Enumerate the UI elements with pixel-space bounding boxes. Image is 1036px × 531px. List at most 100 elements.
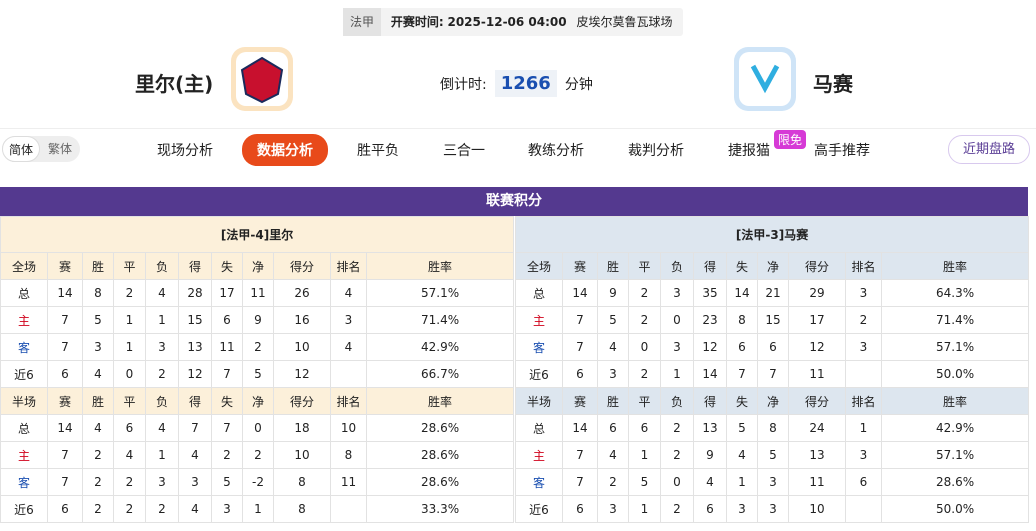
recent-button[interactable]: 近期盘路 xyxy=(948,135,1030,164)
standings-table: [法甲-3]马赛 全场赛胜平负得失净得分 排名 胜率总 14 9 2 3 35 14 21 29 3 64… xyxy=(514,216,1030,523)
cell: 2 xyxy=(597,468,629,496)
column-header: 胜 xyxy=(597,387,629,415)
cell: 8 xyxy=(330,441,367,469)
column-header: 胜率 xyxy=(365,252,515,280)
cell: 28.6% xyxy=(365,468,515,496)
cell: 5 xyxy=(242,360,274,388)
nav-tab[interactable]: 捷报猫 xyxy=(728,143,770,159)
cell: 15 xyxy=(757,306,789,334)
cell: 2 xyxy=(113,279,146,307)
cell: 4 xyxy=(597,333,629,361)
column-header: 排名 xyxy=(845,252,882,280)
cell: 23 xyxy=(693,306,727,334)
standings-table: [法甲-4]里尔 全场赛胜平负得失净得分 排名 胜率总 14 8 2 4 28 17 11 26 4 57… xyxy=(0,216,515,523)
cell: 3 xyxy=(145,333,179,361)
data-row: 主 7 4 1 2 9 4 5 13 3 57.1% xyxy=(515,441,1030,469)
countdown-unit: 分钟 xyxy=(564,76,593,93)
table-title: [法甲-4]里尔 xyxy=(0,216,515,253)
nav-tab[interactable]: 数据分析 xyxy=(242,134,328,166)
lang-simplified[interactable]: 简体 xyxy=(2,136,41,162)
cell: 3 xyxy=(726,495,758,523)
cell: 8 xyxy=(82,279,114,307)
nav-tab[interactable]: 现场分析 xyxy=(157,143,213,159)
cell: 2 xyxy=(211,441,243,469)
home-logo xyxy=(231,47,293,111)
cell: 8 xyxy=(726,306,758,334)
cell: 2 xyxy=(242,441,274,469)
nav-tab[interactable]: 三合一 xyxy=(443,143,485,159)
cell: 0 xyxy=(660,306,694,334)
column-header: 赛 xyxy=(562,387,598,415)
cell: 3 xyxy=(660,333,694,361)
cell: 3 xyxy=(597,495,629,523)
cell: 64.3% xyxy=(880,279,1030,307)
data-row: 客 7 4 0 3 12 6 6 12 3 57.1% xyxy=(515,333,1030,361)
cell: 13 xyxy=(178,333,212,361)
cell: 28.6% xyxy=(365,414,515,442)
data-row: 主 7 2 4 1 4 2 2 10 8 28.6% xyxy=(0,441,515,469)
cell: 总 xyxy=(515,414,563,442)
cell: 2 xyxy=(145,495,179,523)
cell: 33.3% xyxy=(365,495,515,523)
cell: 客 xyxy=(0,333,48,361)
cell: 5 xyxy=(757,441,789,469)
column-header: 负 xyxy=(145,387,179,415)
nav-tab[interactable]: 裁判分析 xyxy=(628,143,684,159)
column-header-row: 半场赛胜平负得失净得分 排名 胜率 xyxy=(0,387,515,415)
cell: 10 xyxy=(330,414,367,442)
cell: 42.9% xyxy=(880,414,1030,442)
column-header: 赛 xyxy=(47,387,83,415)
cell: 1 xyxy=(113,333,146,361)
cell: 14 xyxy=(562,414,598,442)
column-header: 得 xyxy=(693,387,727,415)
cell: 7 xyxy=(47,306,83,334)
column-header: 得 xyxy=(693,252,727,280)
cell: 28 xyxy=(178,279,212,307)
column-header: 胜率 xyxy=(880,252,1030,280)
cell: 66.7% xyxy=(365,360,515,388)
cell: 3 xyxy=(145,468,179,496)
cell: 4 xyxy=(597,441,629,469)
countdown-value: 1266 xyxy=(494,70,557,97)
cell: 近6 xyxy=(0,360,48,388)
cell: 1 xyxy=(628,495,661,523)
cell: 3 xyxy=(845,279,882,307)
cell: 2 xyxy=(660,414,694,442)
nav-tab[interactable]: 高手推荐 xyxy=(814,143,870,159)
cell: 6 xyxy=(562,495,598,523)
nav-tab[interactable]: 胜平负 xyxy=(357,143,399,159)
cell: 6 xyxy=(47,360,83,388)
cell: 5 xyxy=(628,468,661,496)
column-header: 失 xyxy=(211,387,243,415)
cell: 10 xyxy=(273,441,331,469)
column-header: 得分 xyxy=(788,387,846,415)
cell: 3 xyxy=(845,333,882,361)
cell: 12 xyxy=(178,360,212,388)
column-header: 负 xyxy=(660,387,694,415)
cell: 4 xyxy=(726,441,758,469)
cell: 0 xyxy=(242,414,274,442)
column-header: 净 xyxy=(757,252,789,280)
cell: 主 xyxy=(0,441,48,469)
cell: 1 xyxy=(145,306,179,334)
cell: 13 xyxy=(788,441,846,469)
cell: 11 xyxy=(330,468,367,496)
cell: 3 xyxy=(757,495,789,523)
cell: 7 xyxy=(562,333,598,361)
cell: 总 xyxy=(0,279,48,307)
cell: 3 xyxy=(330,306,367,334)
data-row: 总 14 4 6 4 7 7 0 18 10 28.6% xyxy=(0,414,515,442)
league: 法甲 xyxy=(343,8,382,36)
cell: 2 xyxy=(82,468,114,496)
cell: 1 xyxy=(726,468,758,496)
cell: 14 xyxy=(726,279,758,307)
column-header: 半场 xyxy=(0,387,48,415)
cell: 7 xyxy=(211,360,243,388)
column-header: 净 xyxy=(757,387,789,415)
kickoff-time: 2025-12-06 04:00 xyxy=(447,15,567,29)
cell: 15 xyxy=(178,306,212,334)
lang-traditional[interactable]: 繁体 xyxy=(48,142,73,156)
cell: 7 xyxy=(47,468,83,496)
nav-tab[interactable]: 教练分析 xyxy=(528,143,584,159)
